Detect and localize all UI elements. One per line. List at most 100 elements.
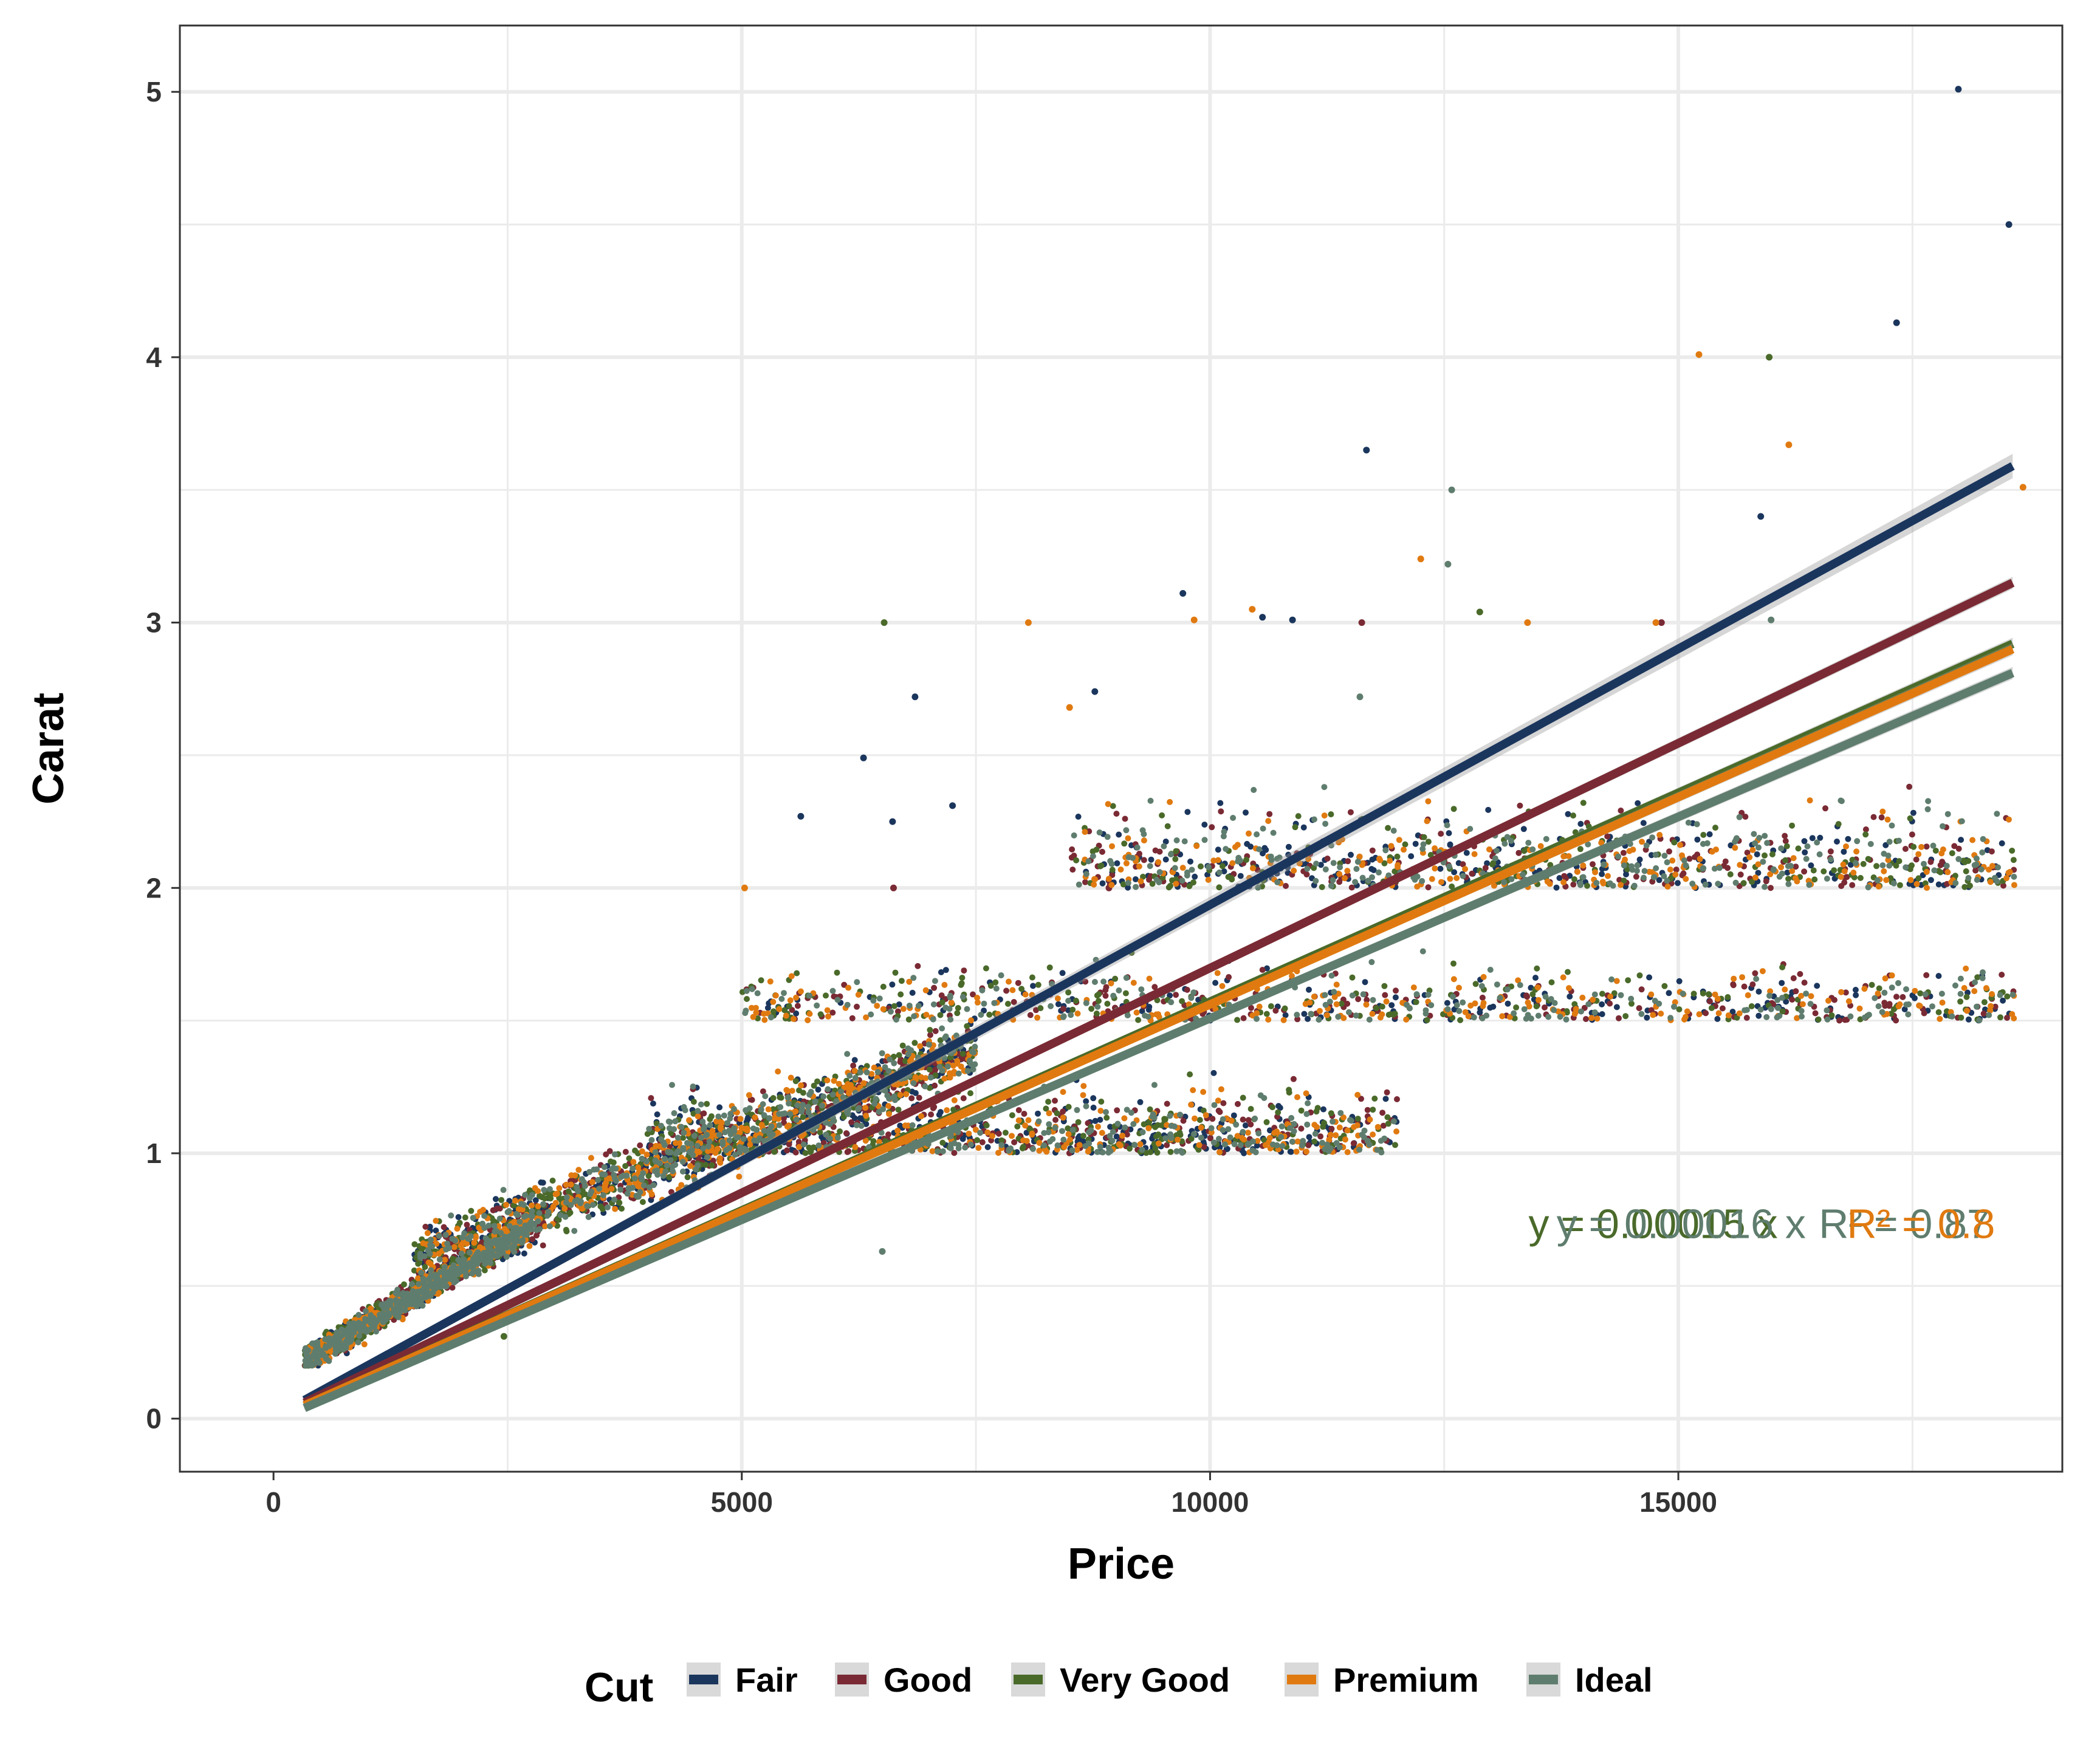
data-point xyxy=(1015,1135,1022,1142)
data-point xyxy=(1263,846,1269,853)
data-point xyxy=(2006,816,2012,823)
data-point xyxy=(1893,1017,1899,1024)
data-point xyxy=(565,1188,572,1195)
data-point xyxy=(608,1186,615,1192)
data-point xyxy=(932,1066,939,1073)
data-point xyxy=(1638,986,1645,993)
data-point xyxy=(1303,1090,1309,1097)
data-point xyxy=(916,1094,922,1101)
data-point xyxy=(1878,814,1885,821)
data-point xyxy=(899,1042,906,1049)
data-point xyxy=(1646,974,1653,981)
data-point xyxy=(983,965,989,972)
data-point xyxy=(992,979,999,986)
data-point xyxy=(1055,1001,1062,1007)
data-point xyxy=(1565,811,1571,817)
data-point xyxy=(1382,992,1388,998)
data-point xyxy=(1099,848,1105,855)
data-point xyxy=(1793,988,1799,995)
data-point xyxy=(1114,1107,1120,1114)
data-point xyxy=(1425,884,1432,891)
data-point xyxy=(1427,852,1434,858)
data-point xyxy=(1328,1110,1334,1117)
data-point xyxy=(1915,851,1922,857)
data-point xyxy=(1317,862,1324,868)
data-point xyxy=(1666,848,1672,855)
data-point xyxy=(1842,1017,1848,1023)
data-point xyxy=(1130,980,1137,986)
data-point xyxy=(1102,987,1109,993)
data-point xyxy=(1097,1108,1104,1114)
data-point xyxy=(1018,986,1025,992)
data-point xyxy=(1092,1117,1099,1124)
data-point xyxy=(1446,830,1452,837)
data-point xyxy=(749,1004,755,1011)
data-point xyxy=(1881,1000,1888,1006)
data-point xyxy=(1268,1003,1274,1009)
data-point xyxy=(1152,1124,1159,1130)
data-point xyxy=(563,1228,570,1235)
data-point xyxy=(1927,859,1934,865)
data-point xyxy=(1865,856,1872,862)
data-point xyxy=(758,977,764,984)
data-point xyxy=(1635,800,1641,806)
data-point xyxy=(424,1230,431,1237)
data-point xyxy=(1912,987,1918,994)
data-point xyxy=(1075,1119,1082,1125)
data-point xyxy=(704,1100,710,1107)
data-point xyxy=(1820,868,1827,875)
data-point xyxy=(1104,1000,1111,1007)
data-point xyxy=(834,969,840,976)
data-point xyxy=(1412,840,1419,847)
data-point xyxy=(1783,843,1790,849)
data-point xyxy=(575,1167,582,1173)
data-point xyxy=(1812,1010,1819,1017)
data-point xyxy=(1838,883,1845,890)
data-point xyxy=(462,1214,468,1221)
data-point xyxy=(1164,1142,1170,1148)
data-point xyxy=(1487,1004,1494,1011)
data-point xyxy=(1034,1014,1041,1021)
data-point xyxy=(1860,860,1867,867)
data-point xyxy=(1123,860,1130,866)
data-point xyxy=(1836,1017,1843,1024)
data-point xyxy=(1141,1121,1147,1128)
data-point xyxy=(1992,1003,1999,1010)
data-point xyxy=(1137,1099,1144,1105)
data-point xyxy=(1082,879,1088,885)
data-point xyxy=(1779,980,1785,986)
data-point xyxy=(829,1009,836,1016)
data-point xyxy=(1263,1011,1270,1017)
data-point xyxy=(1381,860,1388,866)
data-point xyxy=(1119,1133,1125,1139)
data-point xyxy=(1935,973,1942,980)
data-point xyxy=(1355,996,1362,1003)
data-point xyxy=(1394,853,1401,860)
data-point xyxy=(1338,1000,1345,1007)
data-point xyxy=(1913,856,1920,863)
data-point xyxy=(1725,1012,1732,1018)
data-point xyxy=(770,1095,777,1102)
data-point xyxy=(1918,843,1924,850)
data-point xyxy=(1347,809,1354,815)
data-point xyxy=(1620,849,1627,856)
data-point xyxy=(1607,1000,1613,1007)
data-point xyxy=(1344,1000,1351,1007)
data-point xyxy=(891,1003,897,1009)
data-point xyxy=(1045,1099,1052,1105)
data-point xyxy=(1167,882,1173,889)
data-point xyxy=(1265,1017,1272,1023)
data-point xyxy=(2000,882,2006,889)
data-point xyxy=(532,1197,539,1204)
data-point xyxy=(1046,1110,1052,1117)
data-point xyxy=(1937,1015,1943,1022)
data-point xyxy=(1210,1069,1217,1076)
data-point xyxy=(1862,826,1869,832)
data-point xyxy=(1054,1110,1060,1117)
data-point xyxy=(1633,873,1639,880)
data-point xyxy=(650,1100,656,1107)
data-point xyxy=(1035,981,1041,988)
data-point xyxy=(1148,856,1155,863)
data-point xyxy=(1098,1099,1105,1105)
